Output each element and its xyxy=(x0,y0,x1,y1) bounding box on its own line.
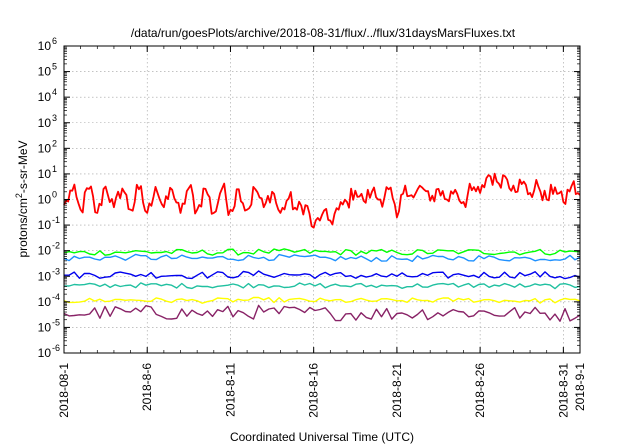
y-tick-exponent: 4 xyxy=(52,87,57,97)
y-tick-exponent: -4 xyxy=(52,292,60,302)
chart-title: /data/run/goesPlots/archive/2018-08-31/f… xyxy=(131,26,516,40)
x-tick-label: 2018-08-1 xyxy=(57,363,71,418)
y-tick-exponent: 2 xyxy=(52,138,57,148)
y-tick-exponent: 1 xyxy=(52,164,57,174)
x-tick-label: 2018-8-31 xyxy=(556,363,570,418)
y-tick-base: 10 xyxy=(38,346,52,360)
y-tick-label: 10 xyxy=(38,346,52,360)
y-tick-label: 10 xyxy=(38,167,52,181)
y-tick-base: 10 xyxy=(38,39,52,53)
x-tick-label: 2018-8-16 xyxy=(307,363,321,418)
y-tick-label: 10 xyxy=(38,90,52,104)
y-tick-label: 10 xyxy=(38,269,52,283)
plot-frame xyxy=(63,45,581,354)
x-tick-label: 2018-8-6 xyxy=(140,363,154,411)
y-axis-ticks: 10 -610 -510 -410 -310 -210 -110 010 110 210 310 41… xyxy=(38,36,580,360)
x-axis-ticks: 2018-08-1 2018-8-6 2018-8-11 2018-8-16 2018-… xyxy=(57,46,587,418)
y-tick-base: 10 xyxy=(38,269,52,283)
series-line-4 xyxy=(63,282,581,290)
y-tick-exponent: 5 xyxy=(52,62,57,72)
y-tick-base: 10 xyxy=(38,167,52,181)
grid xyxy=(64,46,580,353)
y-tick-exponent: -1 xyxy=(52,215,60,225)
y-tick-label: 10 xyxy=(38,65,52,79)
y-tick-label: 10 xyxy=(38,218,52,232)
y-tick-label: 10 xyxy=(38,116,52,130)
y-tick-base: 10 xyxy=(38,295,52,309)
y-tick-exponent: 0 xyxy=(52,190,57,200)
y-tick-base: 10 xyxy=(38,244,52,258)
y-tick-base: 10 xyxy=(38,90,52,104)
y-tick-exponent: -5 xyxy=(52,317,60,327)
series-line-1 xyxy=(63,248,581,256)
series-line-2 xyxy=(63,253,581,263)
x-tick-label: 2018-8-26 xyxy=(473,363,487,418)
y-tick-label: 10 xyxy=(38,295,52,309)
y-tick-base: 10 xyxy=(38,320,52,334)
series-line-5 xyxy=(63,296,581,304)
y-tick-label: 10 xyxy=(38,193,52,207)
y-tick-label: 10 xyxy=(38,141,52,155)
series-line-3 xyxy=(64,270,581,280)
x-tick-label: 2018-8-21 xyxy=(390,363,404,418)
y-tick-base: 10 xyxy=(38,141,52,155)
y-axis-label: protons/cm2-s-sr-MeV xyxy=(14,140,30,257)
y-tick-base: 10 xyxy=(38,193,52,207)
y-tick-exponent: 6 xyxy=(52,36,57,46)
x-tick-label: 2018-9-1 xyxy=(573,363,587,411)
y-tick-base: 10 xyxy=(38,116,52,130)
y-axis-label-post: -s-sr-MeV xyxy=(16,140,30,193)
y-tick-exponent: 3 xyxy=(52,113,57,123)
x-axis-label: Coordinated Universal Time (UTC) xyxy=(230,430,414,444)
series-lines xyxy=(63,172,581,322)
y-tick-label: 10 xyxy=(38,244,52,258)
y-tick-exponent: -6 xyxy=(52,343,60,353)
y-tick-label: 10 xyxy=(38,39,52,53)
y-tick-exponent: -2 xyxy=(52,241,60,251)
y-axis-label-sup: 2 xyxy=(14,193,24,198)
y-tick-exponent: -3 xyxy=(52,266,60,276)
series-line-6 xyxy=(63,304,581,322)
x-tick-label: 2018-8-11 xyxy=(223,363,237,417)
y-tick-label: 10 xyxy=(38,320,52,334)
y-axis-label-pre: protons/cm xyxy=(16,198,30,257)
series-line-0 xyxy=(63,172,581,229)
y-tick-base: 10 xyxy=(38,65,52,79)
y-tick-base: 10 xyxy=(38,218,52,232)
